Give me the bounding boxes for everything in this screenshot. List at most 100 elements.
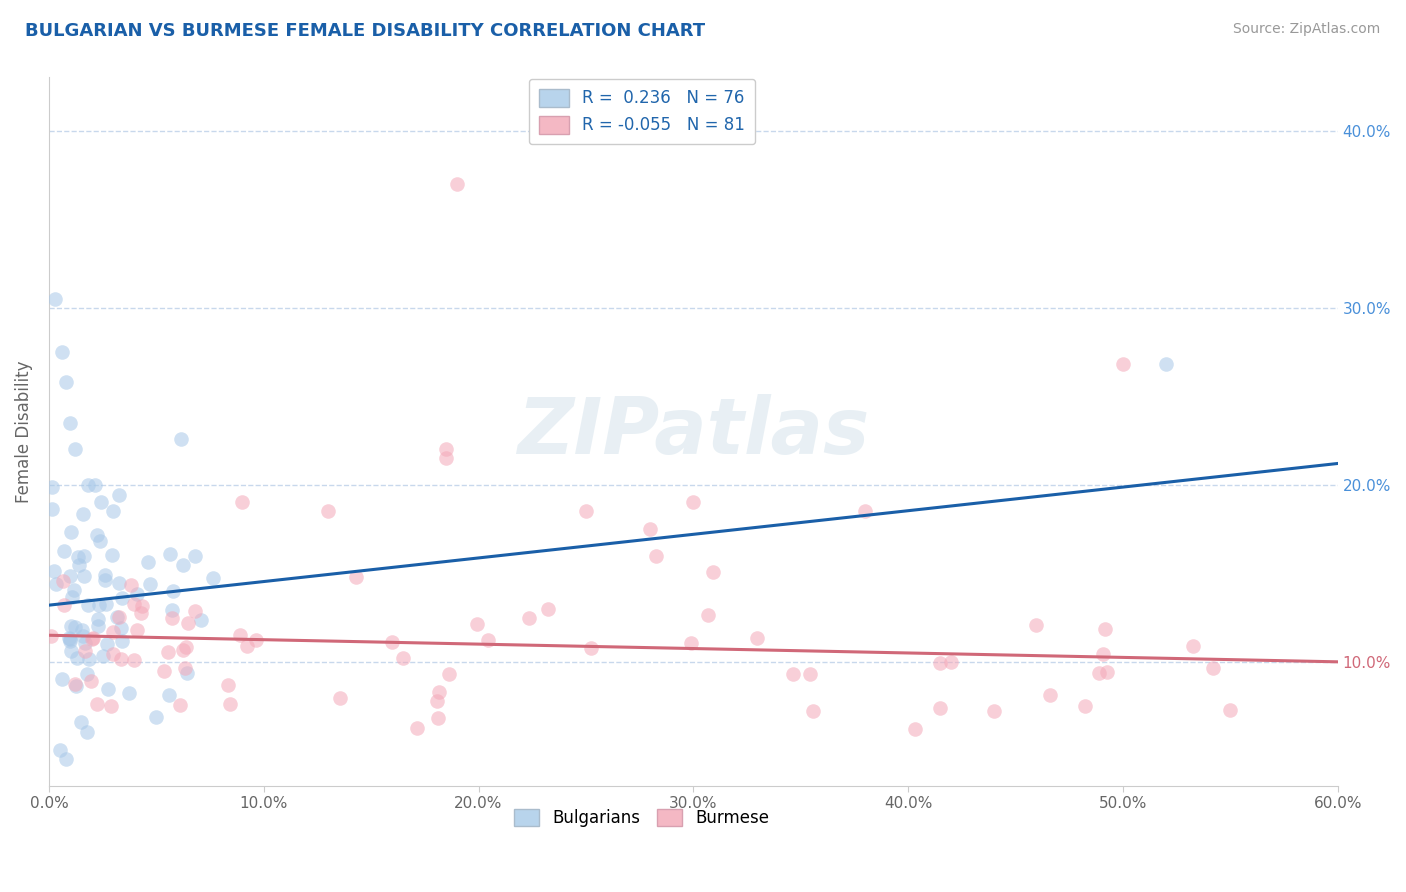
- Point: [58, 631, 80, 645]
- Point: [799, 666, 821, 681]
- Point: [111, 633, 134, 648]
- Point: [87, 619, 110, 633]
- Text: ZIPatlas: ZIPatlas: [517, 393, 869, 469]
- Point: [103, 504, 125, 518]
- Point: [782, 666, 804, 681]
- Point: [537, 601, 560, 615]
- Point: [129, 607, 152, 621]
- Point: [245, 632, 267, 647]
- Point: [65, 677, 87, 691]
- Point: [219, 698, 242, 712]
- Point: [101, 647, 124, 661]
- Point: [80, 674, 103, 689]
- Point: [157, 645, 180, 659]
- Point: [44, 292, 66, 306]
- Point: [93, 567, 115, 582]
- Point: [702, 566, 724, 580]
- Point: [45, 577, 67, 591]
- Point: [437, 667, 460, 681]
- Point: [1219, 703, 1241, 717]
- Point: [69, 715, 91, 730]
- Point: [118, 686, 141, 700]
- Text: Source: ZipAtlas.com: Source: ZipAtlas.com: [1233, 22, 1381, 37]
- Point: [801, 704, 824, 718]
- Point: [51, 345, 73, 359]
- Point: [645, 549, 668, 564]
- Point: [89, 495, 111, 509]
- Point: [100, 699, 122, 714]
- Point: [79, 652, 101, 666]
- Point: [72, 630, 94, 644]
- Y-axis label: Female Disability: Female Disability: [15, 360, 32, 503]
- Point: [1112, 357, 1135, 371]
- Point: [108, 576, 131, 591]
- Point: [41, 480, 63, 494]
- Point: [72, 507, 94, 521]
- Point: [160, 611, 183, 625]
- Point: [60, 619, 83, 633]
- Point: [125, 587, 148, 601]
- Point: [929, 656, 952, 670]
- Point: [381, 634, 404, 648]
- Point: [939, 655, 962, 669]
- Point: [138, 576, 160, 591]
- Point: [87, 612, 110, 626]
- Point: [229, 627, 252, 641]
- Legend: Bulgarians, Burmese: Bulgarians, Burmese: [508, 803, 776, 834]
- Point: [72, 624, 94, 638]
- Point: [86, 528, 108, 542]
- Point: [183, 549, 205, 564]
- Point: [853, 504, 876, 518]
- Point: [89, 534, 111, 549]
- Point: [127, 623, 149, 637]
- Point: [579, 640, 602, 655]
- Point: [679, 635, 702, 649]
- Point: [52, 574, 75, 589]
- Point: [169, 432, 191, 446]
- Point: [48, 743, 70, 757]
- Point: [63, 442, 86, 457]
- Point: [236, 639, 259, 653]
- Point: [51, 672, 73, 686]
- Point: [176, 615, 198, 630]
- Point: [316, 504, 339, 518]
- Point: [110, 621, 132, 635]
- Point: [406, 721, 429, 735]
- Point: [122, 598, 145, 612]
- Point: [59, 416, 82, 430]
- Point: [107, 610, 129, 624]
- Point: [131, 599, 153, 613]
- Point: [63, 583, 86, 598]
- Point: [76, 666, 98, 681]
- Point: [108, 487, 131, 501]
- Point: [82, 632, 104, 646]
- Point: [52, 544, 75, 558]
- Point: [201, 571, 224, 585]
- Point: [82, 632, 104, 646]
- Point: [426, 710, 449, 724]
- Point: [157, 689, 180, 703]
- Point: [446, 177, 468, 191]
- Point: [96, 637, 118, 651]
- Point: [122, 653, 145, 667]
- Point: [153, 664, 176, 678]
- Point: [59, 569, 82, 583]
- Point: [682, 495, 704, 509]
- Point: [77, 598, 100, 612]
- Point: [66, 549, 89, 564]
- Point: [101, 549, 124, 563]
- Point: [83, 477, 105, 491]
- Point: [1092, 647, 1115, 661]
- Point: [162, 583, 184, 598]
- Point: [87, 598, 110, 612]
- Point: [1182, 639, 1205, 653]
- Point: [176, 666, 198, 681]
- Point: [1095, 665, 1118, 680]
- Point: [39, 629, 62, 643]
- Point: [60, 590, 83, 604]
- Point: [1025, 618, 1047, 632]
- Point: [53, 598, 76, 612]
- Point: [640, 522, 662, 536]
- Point: [91, 649, 114, 664]
- Point: [55, 752, 77, 766]
